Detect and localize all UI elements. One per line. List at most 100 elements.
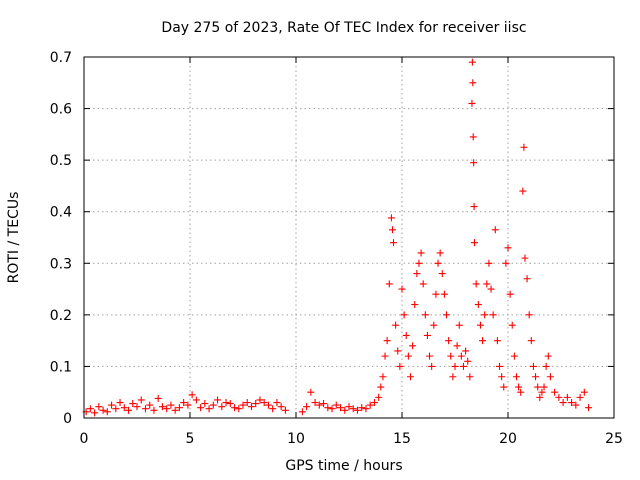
- data-point: [520, 143, 528, 151]
- data-point: [447, 352, 455, 360]
- data-point: [421, 311, 429, 319]
- data-point: [428, 362, 436, 370]
- plot-frame: [83, 56, 615, 419]
- data-point: [476, 321, 484, 329]
- data-point: [141, 405, 149, 413]
- data-point: [269, 405, 277, 413]
- data-point: [396, 362, 404, 370]
- data-point: [568, 399, 576, 407]
- data-point: [563, 393, 571, 401]
- data-point: [436, 249, 444, 257]
- data-point: [345, 403, 353, 411]
- data-point: [273, 399, 281, 407]
- data-point: [572, 401, 580, 409]
- data-point: [534, 383, 542, 391]
- data-point: [163, 405, 171, 413]
- data-point: [370, 399, 378, 407]
- x-tick-label: 20: [499, 431, 517, 447]
- data-point: [496, 362, 504, 370]
- data-point: [303, 403, 311, 411]
- data-point: [146, 401, 154, 409]
- data-point: [464, 357, 472, 365]
- data-point: [469, 133, 477, 141]
- data-point: [432, 290, 440, 298]
- data-point: [358, 404, 366, 412]
- data-point: [517, 388, 525, 396]
- data-point: [175, 404, 183, 412]
- x-tick-label: 5: [186, 431, 195, 447]
- x-tick-label: 15: [393, 431, 411, 447]
- data-point: [392, 321, 400, 329]
- data-point: [544, 352, 552, 360]
- data-point: [508, 321, 516, 329]
- data-point: [91, 409, 99, 417]
- data-point: [576, 393, 584, 401]
- data-point: [515, 383, 523, 391]
- data-point: [375, 393, 383, 401]
- data-point: [542, 362, 550, 370]
- data-point: [137, 396, 145, 404]
- y-tick-label: 0.5: [50, 153, 72, 169]
- data-point: [455, 321, 463, 329]
- data-point: [385, 280, 393, 288]
- data-point: [311, 399, 319, 407]
- data-point: [381, 352, 389, 360]
- data-point: [419, 280, 427, 288]
- axis-ticks: [83, 56, 615, 419]
- data-point: [337, 404, 345, 412]
- data-point: [489, 311, 497, 319]
- data-point: [402, 331, 410, 339]
- data-point: [394, 347, 402, 355]
- data-point: [457, 352, 465, 360]
- data-point: [341, 406, 349, 414]
- data-point: [413, 270, 421, 278]
- data-point: [192, 396, 200, 404]
- data-point: [555, 393, 563, 401]
- x-tick-labels: 0 5 10 15 20 25: [80, 431, 623, 447]
- y-tick-label: 0: [63, 411, 72, 427]
- data-point: [112, 405, 120, 413]
- data-point: [218, 403, 226, 411]
- data-point: [443, 311, 451, 319]
- data-point: [277, 403, 285, 411]
- data-point: [150, 406, 158, 414]
- data-point: [320, 400, 328, 408]
- data-point: [487, 285, 495, 293]
- data-point: [171, 406, 179, 414]
- data-point: [231, 404, 239, 412]
- data-point: [133, 403, 141, 411]
- data-point: [504, 244, 512, 252]
- data-point: [167, 401, 175, 409]
- data-point: [226, 400, 234, 408]
- data-point: [129, 400, 137, 408]
- data-point: [205, 405, 213, 413]
- y-axis-label: ROTI / TECUs: [6, 192, 22, 284]
- data-point: [551, 388, 559, 396]
- data-point: [430, 321, 438, 329]
- data-point: [585, 404, 593, 412]
- data-point: [483, 280, 491, 288]
- data-point: [264, 401, 272, 409]
- data-point: [506, 290, 514, 298]
- data-point: [468, 58, 476, 66]
- data-point: [158, 403, 166, 411]
- x-tick-label: 25: [605, 431, 623, 447]
- data-point: [580, 388, 588, 396]
- data-point: [398, 285, 406, 293]
- data-point: [379, 373, 387, 381]
- data-point: [209, 401, 217, 409]
- data-point: [387, 214, 395, 222]
- data-point: [536, 393, 544, 401]
- data-point: [529, 362, 537, 370]
- data-point: [532, 373, 540, 381]
- data-point: [434, 259, 442, 267]
- data-point: [445, 337, 453, 345]
- data-point: [120, 404, 128, 412]
- data-point: [469, 79, 477, 87]
- data-point: [481, 311, 489, 319]
- data-point: [349, 405, 357, 413]
- data-point: [510, 352, 518, 360]
- data-point: [493, 337, 501, 345]
- data-point: [180, 399, 188, 407]
